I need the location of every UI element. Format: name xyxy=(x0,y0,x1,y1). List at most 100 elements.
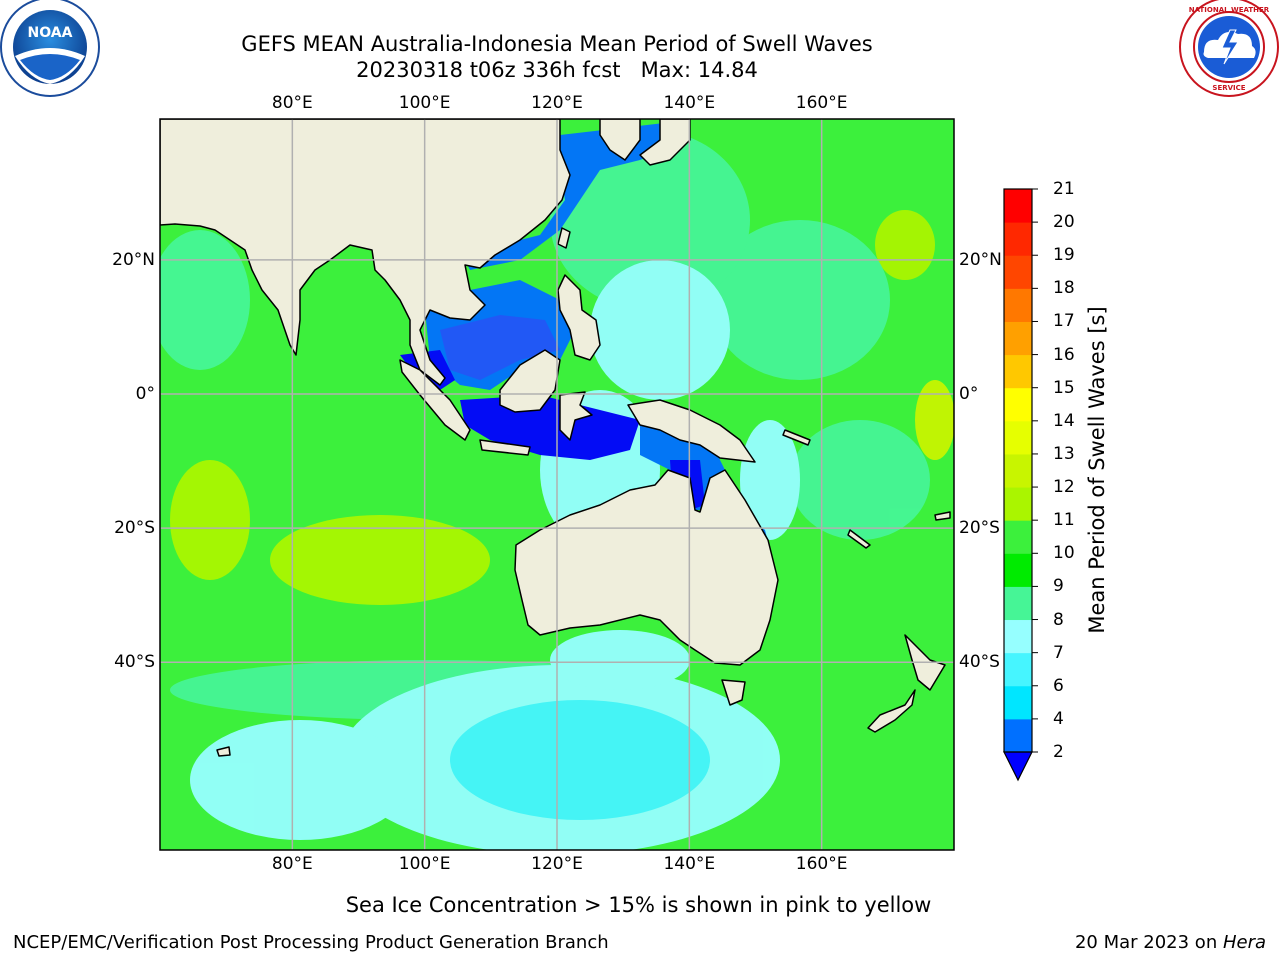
colorbar-swatch xyxy=(1004,453,1032,488)
colorbar-tick-label: 21 xyxy=(1053,179,1075,199)
field-blue-scs-inner xyxy=(440,315,560,380)
lon-tick-label-bottom: 160°E xyxy=(795,854,848,874)
colorbar-swatch xyxy=(1004,553,1032,587)
land-australia xyxy=(514,469,779,666)
land-newcaledonia xyxy=(847,529,871,549)
field-lightgreen-coral xyxy=(790,420,930,540)
land-masses xyxy=(160,119,951,757)
map-area xyxy=(160,119,954,850)
lat-tick-label-left: 0° xyxy=(135,383,155,404)
colorbar-swatch xyxy=(1004,652,1032,687)
lat-tick-label-left: 40°S xyxy=(114,652,155,673)
colorbar-swatch xyxy=(1004,420,1032,455)
colorbar-swatch xyxy=(1004,520,1032,554)
colorbar-tick-label: 14 xyxy=(1053,410,1075,431)
lon-tick-label-bottom: 100°E xyxy=(398,854,451,874)
land-korea xyxy=(599,119,641,161)
colorbar-tick-label: 19 xyxy=(1053,245,1075,266)
colorbar-tick-label: 11 xyxy=(1053,510,1075,531)
field-yellow-ne xyxy=(875,210,935,280)
lon-tick-label-top: 100°E xyxy=(398,93,451,113)
colorbar-tick-label: 15 xyxy=(1053,377,1075,398)
footer-date-text: 20 Mar 2023 on xyxy=(1074,932,1223,953)
colorbar-swatch xyxy=(1004,487,1032,521)
footer-date: 20 Mar 2023 on Hera xyxy=(1075,932,1266,954)
land-asia xyxy=(160,119,571,386)
land-sumatra xyxy=(399,359,471,441)
colorbar-tick-label: 6 xyxy=(1053,675,1064,696)
land-tasmania xyxy=(721,679,746,706)
field-cyan-bight xyxy=(550,630,690,690)
field-yellow-west xyxy=(170,460,250,580)
lon-tick-label-bottom: 120°E xyxy=(531,854,583,874)
colorbar-swatch xyxy=(1004,718,1032,753)
field-yellow-indian xyxy=(270,515,490,605)
colorbar-swatch xyxy=(1004,387,1032,422)
colorbar-under-arrow xyxy=(1003,751,1033,782)
field-yellow-east xyxy=(915,380,954,460)
svg-text:SERVICE: SERVICE xyxy=(1212,84,1245,92)
colorbar-swatch xyxy=(1004,222,1032,256)
nws-logo-icon: NATIONAL WEATHER SERVICE xyxy=(1179,0,1279,97)
field-cyan-deep-south xyxy=(450,700,710,820)
colorbar-tick-label: 10 xyxy=(1053,543,1075,564)
colorbar-frame xyxy=(1003,188,1033,753)
colorbar-tick-label: 12 xyxy=(1053,477,1075,498)
gridlines xyxy=(160,119,954,850)
lon-tick-label-top: 80°E xyxy=(271,93,313,113)
map-title: GEFS MEAN Australia-Indonesia Mean Perio… xyxy=(241,32,873,56)
lat-tick-label-right: 20°N xyxy=(959,249,1002,270)
lat-tick-label-right: 40°S xyxy=(959,652,1000,673)
land-java xyxy=(479,439,531,456)
map-subtitle: 20230318 t06z 336h fcst Max: 14.84 xyxy=(356,58,758,82)
lat-tick-label-right: 20°S xyxy=(959,518,1000,539)
field-lightgreen-china xyxy=(550,130,750,310)
lat-tick-label-left: 20°S xyxy=(114,518,155,539)
lon-tick-label-bottom: 80°E xyxy=(271,854,313,874)
land-newguinea xyxy=(627,399,756,463)
colorbar-swatch xyxy=(1004,288,1032,322)
colorbar-swatch xyxy=(1004,255,1032,289)
lon-tick-label-top: 160°E xyxy=(795,93,848,113)
land-philippines xyxy=(557,274,601,361)
colorbar-tick-label: 17 xyxy=(1053,311,1075,332)
noaa-logo-text: NOAA xyxy=(28,25,73,41)
land-fiji xyxy=(934,511,951,521)
sea-ice-note: Sea Ice Concentration > 15% is shown in … xyxy=(345,893,932,917)
colorbar-swatch xyxy=(1004,189,1032,223)
land-nz-south xyxy=(867,689,916,733)
svg-text:NATIONAL WEATHER: NATIONAL WEATHER xyxy=(1189,6,1270,14)
land-taiwan xyxy=(557,227,571,249)
field-lightgreen-arabian xyxy=(160,230,250,370)
colorbar-tick-label: 8 xyxy=(1053,609,1064,630)
lon-tick-label-top: 120°E xyxy=(531,93,583,113)
colorbar-swatch xyxy=(1004,685,1032,720)
field-cyan-philippine xyxy=(590,260,730,400)
land-borneo xyxy=(499,349,561,413)
colorbar-swatch xyxy=(1004,586,1032,621)
footer-branch: NCEP/EMC/Verification Post Processing Pr… xyxy=(13,932,609,953)
colorbar-tick-label: 2 xyxy=(1053,742,1064,762)
noaa-logo-icon: NOAA xyxy=(0,0,100,97)
colorbar-tick-label: 18 xyxy=(1053,278,1075,299)
colorbar-tick-label: 4 xyxy=(1053,708,1064,729)
lat-tick-label-right: 0° xyxy=(959,383,979,404)
colorbar-swatch xyxy=(1004,321,1032,356)
land-solomons xyxy=(782,429,811,446)
field-cyan-sw xyxy=(190,720,410,840)
colorbar-swatch xyxy=(1004,354,1032,389)
colorbar-tick-label: 9 xyxy=(1053,576,1064,597)
lat-tick-label-left: 20°N xyxy=(112,249,155,270)
colorbar-tick-label: 16 xyxy=(1053,344,1075,365)
field-blue-eastchina xyxy=(465,120,690,270)
colorbar xyxy=(1003,188,1038,782)
map-frame xyxy=(159,118,955,851)
field-cyan-coralcoast xyxy=(740,420,800,540)
colorbar-tick-label: 7 xyxy=(1053,642,1064,663)
lon-tick-label-bottom: 140°E xyxy=(663,854,716,874)
lon-tick-label-top: 140°E xyxy=(663,93,716,113)
colorbar-tick-label: 20 xyxy=(1053,212,1075,233)
land-kerguelen xyxy=(216,746,231,757)
